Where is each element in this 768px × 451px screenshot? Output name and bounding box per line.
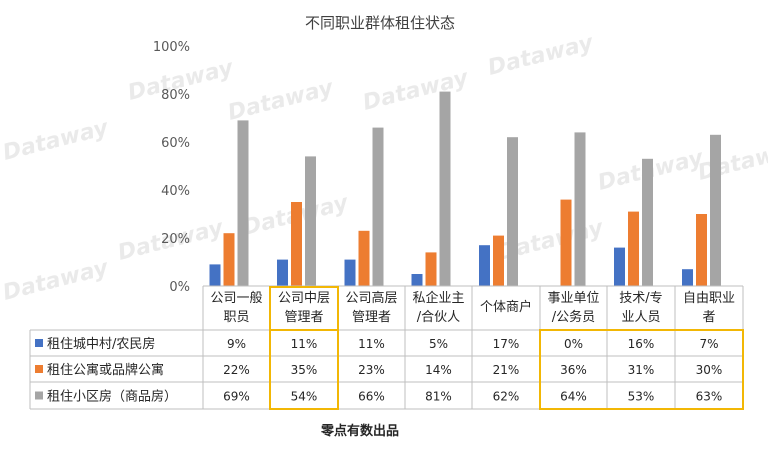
- category-label: 者: [702, 310, 715, 325]
- highlight-box: [539, 329, 744, 410]
- bar: [358, 230, 370, 286]
- watermark-text: Dataway: [485, 30, 597, 81]
- highlight-boxes: [269, 286, 744, 410]
- highlight-box: [269, 286, 339, 410]
- bar: [574, 132, 586, 286]
- data-label: 7%: [699, 337, 718, 351]
- category-label: /合伙人: [417, 310, 460, 325]
- data-label: 14%: [425, 363, 452, 377]
- watermark-text: Dataway: [0, 115, 112, 166]
- bars: [209, 91, 721, 287]
- bar: [628, 211, 639, 286]
- data-label: 11%: [291, 337, 318, 351]
- category-label: 私企业主: [412, 290, 464, 306]
- y-tick-label: 80%: [161, 88, 190, 103]
- data-label: 0%: [564, 337, 583, 351]
- data-label: 54%: [291, 390, 318, 404]
- footer-credit: 零点有数出品: [320, 423, 399, 439]
- category-label: 公司一般: [210, 290, 262, 306]
- legend-swatch: [35, 391, 43, 400]
- data-label: 62%: [493, 390, 520, 404]
- bar: [479, 245, 490, 286]
- category-label: 公司高层: [345, 290, 397, 306]
- category-label: 管理者: [284, 310, 323, 325]
- bar: [372, 127, 384, 286]
- legend-swatch: [35, 339, 43, 347]
- category-label: /公务员: [552, 309, 595, 325]
- chart-title: 不同职业群体租住状态: [305, 14, 455, 32]
- data-label: 35%: [291, 363, 318, 377]
- bar: [696, 214, 707, 286]
- y-tick-label: 0%: [169, 280, 190, 295]
- data-label: 21%: [493, 363, 520, 377]
- watermark-text: Dataway: [0, 255, 112, 306]
- data-label: 22%: [223, 363, 250, 377]
- legend-label: 租住城中村/农民房: [47, 336, 155, 352]
- data-label: 23%: [358, 363, 385, 377]
- data-label: 53%: [628, 390, 655, 404]
- bar: [507, 137, 518, 286]
- bar: [493, 235, 504, 286]
- bar: [642, 158, 653, 286]
- watermark-text: Dataway: [360, 65, 472, 116]
- bar: [560, 199, 572, 286]
- bar: [223, 233, 235, 286]
- data-label: 16%: [628, 337, 655, 351]
- legend-label: 租住小区房（商品房）: [47, 389, 177, 405]
- y-tick-label: 60%: [161, 136, 190, 151]
- data-label: 5%: [429, 337, 448, 351]
- bar: [411, 274, 423, 286]
- data-label: 9%: [227, 337, 246, 351]
- data-label: 31%: [628, 363, 655, 377]
- bar: [291, 202, 302, 286]
- bar: [344, 259, 356, 286]
- bar: [305, 156, 316, 286]
- data-label: 63%: [696, 390, 723, 404]
- category-label: 自由职业: [683, 291, 735, 306]
- watermark-text: Dataway: [695, 135, 768, 186]
- data-label: 66%: [358, 390, 385, 404]
- legend-label: 租住公寓或品牌公寓: [47, 362, 164, 378]
- category-label: 个体商户: [480, 299, 532, 315]
- category-label: 业人员: [621, 310, 660, 325]
- category-label: 技术/专: [619, 291, 662, 306]
- data-label: 64%: [560, 390, 587, 404]
- bar: [682, 269, 693, 286]
- category-label: 事业单位: [547, 291, 599, 306]
- bar: [209, 264, 221, 286]
- data-label: 11%: [358, 337, 385, 351]
- y-axis: 0% 20% 40% 60% 80% 100%: [153, 40, 190, 295]
- data-label: 81%: [425, 390, 452, 404]
- data-label: 36%: [560, 363, 587, 377]
- bar: [710, 134, 721, 286]
- data-label: 30%: [696, 363, 723, 377]
- data-label: 17%: [493, 337, 520, 351]
- category-label: 管理者: [352, 310, 391, 325]
- watermark-text: Dataway: [225, 75, 337, 126]
- bar: [277, 259, 288, 286]
- bar: [439, 91, 451, 286]
- y-tick-label: 100%: [153, 40, 190, 55]
- y-tick-label: 40%: [161, 184, 190, 199]
- bar: [614, 247, 625, 286]
- bar: [237, 120, 249, 287]
- bar: [425, 252, 437, 286]
- y-tick-label: 20%: [161, 232, 190, 247]
- data-label: 69%: [223, 390, 250, 404]
- legend-swatch: [35, 365, 43, 373]
- category-label: 职员: [223, 310, 249, 325]
- category-label: 公司中层: [278, 291, 330, 306]
